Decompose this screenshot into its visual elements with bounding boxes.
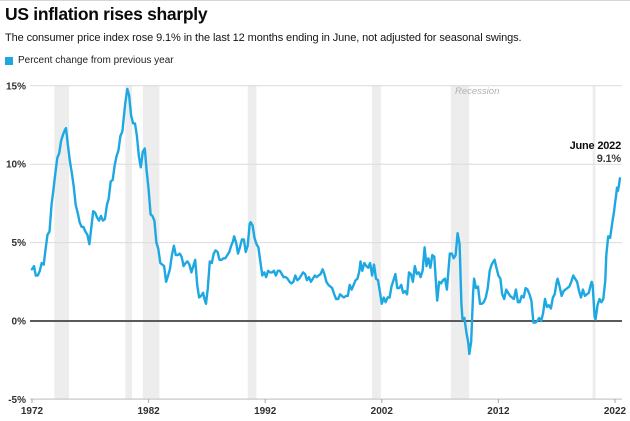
y-axis-tick-label: 0% [12,317,27,328]
recession-band [372,85,381,399]
x-axis-tick-label: 1972 [21,406,44,417]
y-axis-tick-label: -5% [8,395,26,406]
recession-band [125,85,133,399]
x-axis-tick-label: 1992 [254,406,277,417]
latest-point-annotation: June 2022 9.1% [569,140,622,165]
legend-label: Percent change from previous year [18,55,174,66]
x-axis-tick-label: 2002 [371,406,394,417]
x-axis-tick-label: 2022 [604,406,627,417]
x-axis-tick-label: 2012 [487,406,510,417]
y-axis-tick-label: 10% [6,160,26,171]
recession-band [247,85,257,399]
legend-swatch-icon [5,56,13,65]
y-axis-tick-label: 5% [12,238,27,249]
page-title: US inflation rises sharply [5,4,208,24]
recession-band-label: Recession [455,86,500,97]
y-axis-tick-label: 15% [6,81,26,92]
latest-point-date: June 2022 [569,140,622,152]
chart-subtitle: The consumer price index rose 9.1% in th… [5,32,522,44]
latest-point-value: 9.1% [596,152,621,165]
x-axis-tick-label: 1982 [137,406,160,417]
recession-band [592,85,596,399]
chart-legend: Percent change from previous year [5,55,174,66]
inflation-line-series [30,87,622,356]
